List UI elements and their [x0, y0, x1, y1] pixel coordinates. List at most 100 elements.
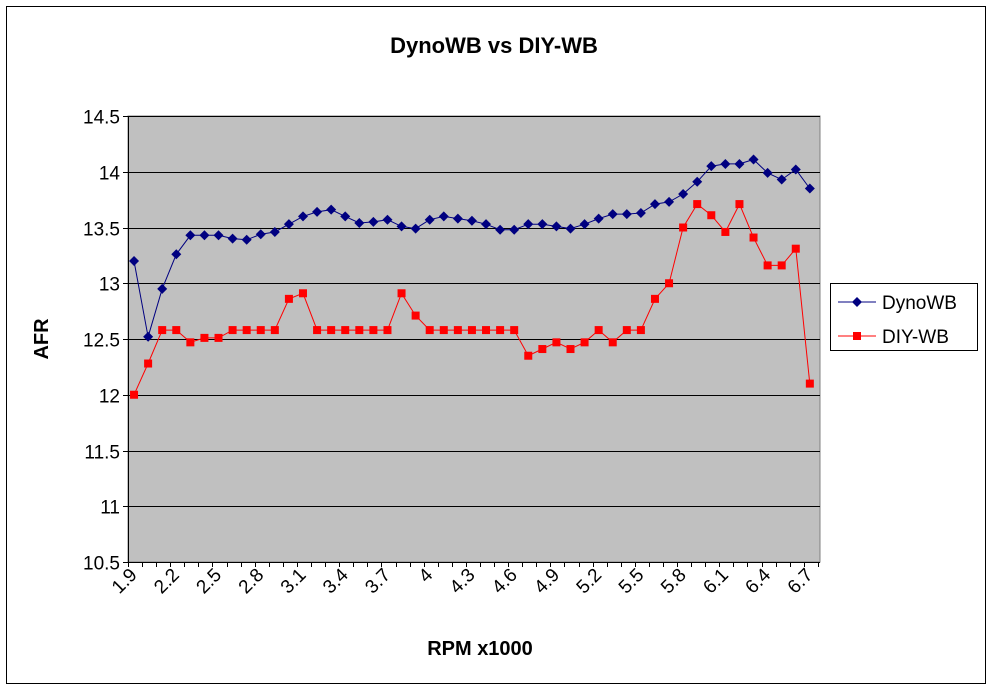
data-point — [607, 209, 618, 220]
data-point — [692, 176, 703, 187]
data-point — [171, 249, 182, 260]
data-point — [552, 338, 561, 347]
data-point — [326, 204, 337, 215]
data-point — [777, 261, 786, 270]
data-point — [269, 226, 280, 237]
data-point — [383, 326, 392, 335]
data-point — [790, 164, 801, 175]
data-point — [594, 326, 603, 335]
data-point — [565, 223, 576, 234]
data-point — [608, 338, 617, 347]
data-point — [635, 208, 646, 219]
data-point — [397, 289, 406, 298]
data-point — [566, 345, 575, 354]
data-point — [411, 311, 420, 320]
data-point — [425, 326, 434, 335]
data-point — [763, 261, 772, 270]
data-point — [762, 167, 773, 178]
data-point — [791, 244, 800, 253]
data-point — [538, 345, 547, 354]
data-point — [355, 326, 364, 335]
data-point — [312, 206, 323, 217]
data-point — [509, 224, 520, 235]
data-point — [748, 154, 759, 165]
data-point — [664, 196, 675, 207]
data-point — [734, 158, 745, 169]
data-point — [341, 326, 350, 335]
y-tick-label: 12.5 — [83, 331, 120, 352]
data-point — [735, 200, 744, 209]
legend-marker-dynowb — [852, 297, 862, 307]
data-point — [452, 213, 463, 224]
legend-label-diywb: DIY-WB — [882, 327, 949, 348]
y-tick-label: 11 — [100, 498, 120, 519]
data-point — [228, 326, 237, 335]
data-point — [270, 326, 279, 335]
data-point — [551, 221, 562, 232]
data-point — [158, 326, 167, 335]
data-point — [130, 390, 139, 399]
data-point — [720, 158, 731, 169]
data-point — [776, 174, 787, 185]
legend-marker-diywb — [853, 332, 861, 340]
y-tick-label: 14.5 — [83, 108, 120, 129]
data-point — [805, 379, 814, 388]
data-point — [255, 229, 266, 240]
data-point — [227, 233, 238, 244]
y-tick-label: 13.5 — [83, 220, 120, 241]
data-point — [214, 333, 223, 342]
data-point — [721, 227, 730, 236]
data-point — [678, 189, 689, 200]
data-point — [213, 230, 224, 241]
data-point — [172, 326, 181, 335]
y-tick-label: 10.5 — [83, 554, 120, 575]
data-point — [129, 255, 140, 266]
data-point — [382, 214, 393, 225]
data-point — [157, 283, 168, 294]
data-point — [706, 161, 717, 172]
data-point — [185, 230, 196, 241]
data-point — [438, 211, 449, 222]
y-tick-label: 12 — [99, 387, 120, 408]
data-point — [537, 219, 548, 230]
data-point — [593, 213, 604, 224]
data-point — [482, 326, 491, 335]
data-point — [297, 211, 308, 222]
data-point — [368, 216, 379, 227]
data-point — [467, 326, 476, 335]
x-axis-label: RPM x1000 — [427, 638, 533, 660]
data-point — [424, 214, 435, 225]
data-point — [369, 326, 378, 335]
data-point — [707, 211, 716, 220]
data-point — [186, 338, 195, 347]
data-point — [298, 289, 307, 298]
data-point — [410, 223, 421, 234]
data-point — [665, 279, 674, 288]
y-tick-label: 13 — [99, 275, 120, 296]
data-point — [283, 219, 294, 230]
series-diy-wb — [130, 200, 814, 399]
data-point — [143, 331, 154, 342]
data-point — [495, 224, 506, 235]
data-point — [804, 183, 815, 194]
data-point — [313, 326, 322, 335]
data-point — [396, 221, 407, 232]
data-point — [200, 333, 209, 342]
data-point — [580, 338, 589, 347]
data-point — [693, 200, 702, 209]
data-point — [510, 326, 519, 335]
data-point — [453, 326, 462, 335]
data-point — [524, 351, 533, 360]
data-point — [340, 211, 351, 222]
data-point — [144, 359, 153, 368]
data-point — [242, 326, 251, 335]
data-point — [650, 294, 659, 303]
data-point — [481, 219, 492, 230]
data-point — [679, 223, 688, 232]
data-point — [327, 326, 336, 335]
chart-title: DynoWB vs DIY-WB — [390, 33, 598, 58]
data-point — [284, 294, 293, 303]
series-dynowb — [129, 154, 815, 342]
y-tick-label: 11.5 — [84, 443, 120, 464]
